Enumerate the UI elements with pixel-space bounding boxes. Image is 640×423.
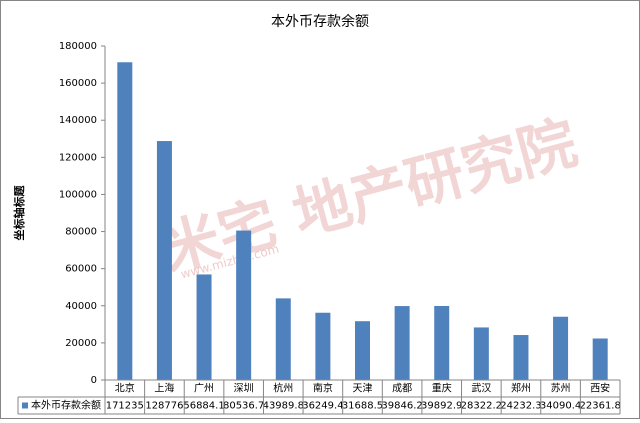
y-tick-label: 180000 xyxy=(59,41,97,52)
bar xyxy=(156,141,172,380)
x-tick-label: 西安 xyxy=(590,382,610,395)
table-value: 39846.2 xyxy=(381,401,422,412)
table-value: 39892.9 xyxy=(421,401,462,412)
bar xyxy=(117,62,133,380)
legend-label: 本外币存款余额 xyxy=(31,399,101,412)
x-tick-label: 南京 xyxy=(313,382,333,395)
table-value: 22361.8 xyxy=(580,401,621,412)
table-value: 80536.7 xyxy=(223,401,264,412)
y-tick-label: 60000 xyxy=(65,264,97,275)
y-tick-label: 80000 xyxy=(65,227,97,238)
table-value: 31688.5 xyxy=(342,401,383,412)
table-value: 34090.4 xyxy=(540,401,581,412)
y-tick-label: 140000 xyxy=(59,115,97,126)
y-tick-label: 100000 xyxy=(59,189,97,200)
x-tick-label: 成都 xyxy=(392,383,412,395)
table-value: 24232.3 xyxy=(500,401,541,412)
table-value: 36249.4 xyxy=(302,401,343,412)
bar xyxy=(513,335,529,380)
bar xyxy=(592,338,608,380)
y-tick-label: 0 xyxy=(91,375,97,386)
x-tick-label: 重庆 xyxy=(432,382,452,395)
bar xyxy=(553,316,569,380)
x-tick-label: 天津 xyxy=(353,383,373,395)
legend-key xyxy=(22,402,28,409)
bar xyxy=(473,327,489,380)
y-tick-label: 120000 xyxy=(59,152,97,163)
bar xyxy=(275,298,291,380)
table-value: 128776 xyxy=(145,401,183,412)
x-tick-label: 武汉 xyxy=(471,382,491,395)
bar xyxy=(236,230,252,380)
table-value: 43989.8 xyxy=(263,401,304,412)
bar xyxy=(394,306,410,380)
bar xyxy=(355,321,370,380)
y-tick-label: 20000 xyxy=(65,338,97,349)
table-value: 56884.1 xyxy=(183,401,224,412)
table-value: 171235 xyxy=(106,401,144,412)
bar xyxy=(434,305,450,380)
x-tick-label: 杭州 xyxy=(273,382,293,395)
bar xyxy=(196,274,212,380)
chart-title: 本外币存款余额 xyxy=(271,13,369,30)
x-tick-label: 苏州 xyxy=(551,382,571,395)
y-tick-label: 160000 xyxy=(59,78,97,89)
x-tick-label: 深圳 xyxy=(234,383,254,395)
x-tick-label: 上海 xyxy=(154,382,174,395)
x-tick-label: 广州 xyxy=(194,383,214,395)
y-axis-title: 坐标轴标题 xyxy=(12,185,26,241)
y-tick-label: 40000 xyxy=(65,301,97,312)
table-value: 28322.2 xyxy=(461,401,502,412)
x-tick-label: 北京 xyxy=(115,382,135,395)
bar xyxy=(315,312,331,380)
x-tick-label: 郑州 xyxy=(511,382,531,395)
